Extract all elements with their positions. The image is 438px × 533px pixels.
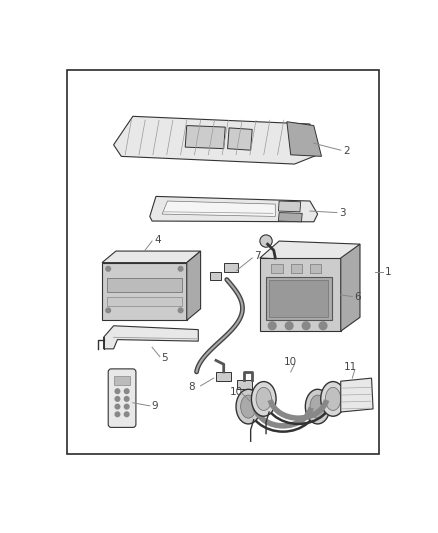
- Text: 4: 4: [155, 235, 161, 245]
- Polygon shape: [185, 126, 225, 149]
- Polygon shape: [113, 116, 318, 164]
- Bar: [260, 258, 341, 331]
- Text: 11: 11: [343, 362, 357, 373]
- Polygon shape: [228, 128, 252, 150]
- Polygon shape: [150, 196, 318, 222]
- Bar: [114, 376, 130, 385]
- Circle shape: [106, 308, 110, 313]
- Circle shape: [115, 405, 120, 409]
- Circle shape: [115, 412, 120, 417]
- Ellipse shape: [321, 382, 346, 416]
- Text: 10: 10: [284, 357, 297, 367]
- Bar: [224, 263, 237, 272]
- Circle shape: [124, 389, 129, 393]
- Ellipse shape: [256, 387, 272, 410]
- Ellipse shape: [251, 382, 276, 416]
- Circle shape: [115, 389, 120, 393]
- Text: 6: 6: [354, 292, 360, 302]
- Circle shape: [124, 405, 129, 409]
- Polygon shape: [162, 201, 276, 216]
- Circle shape: [268, 322, 276, 329]
- Ellipse shape: [310, 395, 325, 418]
- Circle shape: [106, 266, 110, 271]
- Bar: [107, 278, 182, 292]
- Ellipse shape: [305, 389, 330, 424]
- Ellipse shape: [236, 389, 261, 424]
- Text: 9: 9: [151, 401, 158, 411]
- Polygon shape: [103, 326, 198, 349]
- Bar: [266, 277, 332, 320]
- Circle shape: [124, 412, 129, 417]
- Polygon shape: [279, 213, 302, 222]
- Bar: [269, 280, 328, 317]
- FancyBboxPatch shape: [108, 369, 136, 427]
- Bar: [310, 264, 321, 273]
- Bar: [237, 379, 252, 389]
- Bar: [216, 372, 231, 381]
- Circle shape: [115, 397, 120, 401]
- Circle shape: [302, 322, 310, 329]
- Text: 1: 1: [385, 267, 391, 277]
- Polygon shape: [287, 122, 321, 156]
- Bar: [102, 263, 187, 320]
- Circle shape: [260, 235, 272, 247]
- Polygon shape: [102, 251, 201, 263]
- Bar: [291, 264, 302, 273]
- Ellipse shape: [325, 387, 341, 410]
- Bar: [272, 264, 283, 273]
- Text: 5: 5: [161, 353, 168, 363]
- Bar: [107, 296, 182, 306]
- Text: 3: 3: [339, 207, 346, 217]
- Polygon shape: [341, 244, 360, 331]
- Bar: [210, 272, 221, 280]
- Ellipse shape: [240, 395, 256, 418]
- Text: 7: 7: [254, 252, 260, 262]
- Polygon shape: [279, 201, 301, 212]
- Text: 2: 2: [343, 146, 350, 156]
- Circle shape: [124, 397, 129, 401]
- Text: 10: 10: [230, 387, 243, 397]
- Polygon shape: [341, 378, 373, 412]
- Polygon shape: [187, 251, 201, 320]
- Circle shape: [178, 266, 183, 271]
- Circle shape: [285, 322, 293, 329]
- Text: 8: 8: [188, 382, 195, 392]
- Circle shape: [319, 322, 327, 329]
- Circle shape: [178, 308, 183, 313]
- Polygon shape: [260, 241, 360, 262]
